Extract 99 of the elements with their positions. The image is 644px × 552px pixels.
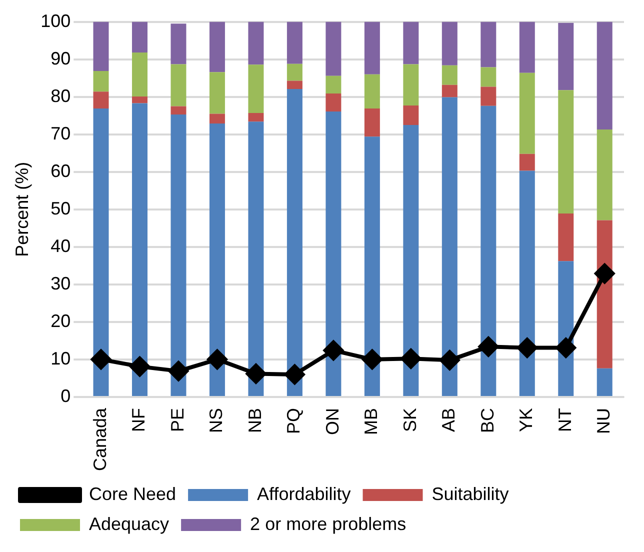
point [362, 349, 382, 370]
y-tick-label: 70 [50, 123, 71, 144]
bar [558, 90, 574, 214]
legend-label: 2 or more problems [250, 514, 406, 534]
x-tick-label: AB [438, 408, 459, 432]
y-tick-label: 10 [50, 348, 71, 368]
point [130, 356, 150, 377]
bar [403, 22, 419, 64]
bar [326, 76, 342, 94]
y-tick-label: 30 [50, 273, 71, 294]
point [246, 364, 266, 384]
bar [248, 112, 264, 122]
point [284, 364, 305, 384]
bar [209, 123, 225, 396]
bar [170, 114, 186, 396]
x-tick-label: Canada [90, 406, 110, 472]
bar [326, 93, 342, 112]
bar [248, 122, 264, 396]
bar [442, 65, 458, 85]
x-tick-label: NU [594, 408, 614, 434]
bar [403, 64, 419, 106]
bar [286, 80, 302, 89]
point [207, 349, 228, 370]
x-tick-label: NB [244, 408, 265, 433]
bar [442, 22, 458, 66]
bar [480, 67, 496, 87]
bar [326, 111, 342, 396]
bar [364, 74, 380, 108]
bar [480, 22, 496, 68]
x-tick-label: YK [516, 408, 536, 432]
bar [209, 22, 225, 72]
bar [132, 22, 148, 53]
bar [209, 114, 225, 124]
bar [364, 108, 380, 137]
bar [93, 22, 109, 71]
point [440, 350, 460, 370]
bar [403, 105, 419, 125]
bar [442, 84, 458, 98]
point [400, 348, 421, 369]
y-tick-label: 60 [50, 160, 71, 181]
y-axis-title: Percent (%) [12, 162, 32, 257]
x-tick-label: NS [206, 408, 226, 433]
bar [93, 108, 109, 396]
legend-label: Adequacy [89, 514, 170, 534]
x-tick-label: PE [167, 408, 188, 432]
bar [170, 64, 186, 106]
bar [596, 368, 612, 396]
y-tick-label: 40 [50, 236, 71, 256]
point [168, 361, 188, 382]
x-tick-label: SK [400, 408, 420, 432]
bar [170, 24, 186, 64]
bar [248, 64, 264, 113]
bar [364, 136, 380, 396]
bar [519, 170, 535, 396]
bar [596, 129, 612, 220]
bar [170, 106, 186, 114]
x-tick-label: ON [322, 408, 342, 435]
point [556, 338, 576, 358]
bar [326, 22, 342, 76]
bar [480, 86, 496, 106]
bar [442, 97, 458, 396]
y-tick-label: 50 [50, 198, 71, 218]
y-tick-label: 90 [50, 48, 71, 68]
bar [286, 64, 302, 81]
bar [248, 22, 264, 65]
y-tick-label: 100 [40, 10, 71, 31]
bar [519, 154, 535, 171]
point [594, 264, 615, 284]
legend-label: Core Need [89, 484, 176, 504]
bar [596, 22, 612, 130]
point [517, 338, 538, 358]
point [323, 340, 344, 360]
bar [403, 124, 419, 396]
x-tick-label: PQ [284, 408, 304, 434]
bar [209, 72, 225, 114]
point [91, 349, 112, 370]
x-tick-label: NF [128, 408, 149, 432]
bar [93, 70, 109, 92]
bar [132, 96, 148, 104]
y-tick-label: 20 [50, 310, 71, 331]
x-tick-label: BC [477, 408, 498, 433]
legend-label: Suitability [432, 484, 509, 504]
legend-label: Affordability [257, 484, 351, 504]
point [478, 336, 498, 357]
bar [132, 103, 148, 396]
x-tick-label: MB [361, 408, 382, 435]
bar [364, 22, 380, 74]
bar [93, 92, 109, 108]
y-tick-label: 80 [50, 86, 71, 106]
bar [480, 106, 496, 396]
bar [519, 22, 535, 73]
bar [519, 72, 535, 154]
y-tick-label: 0 [60, 386, 71, 406]
bar [558, 214, 574, 262]
x-tick-label: NT [554, 408, 575, 432]
bar [286, 22, 302, 64]
bar [558, 22, 574, 90]
bar [132, 52, 148, 96]
bar [286, 88, 302, 396]
